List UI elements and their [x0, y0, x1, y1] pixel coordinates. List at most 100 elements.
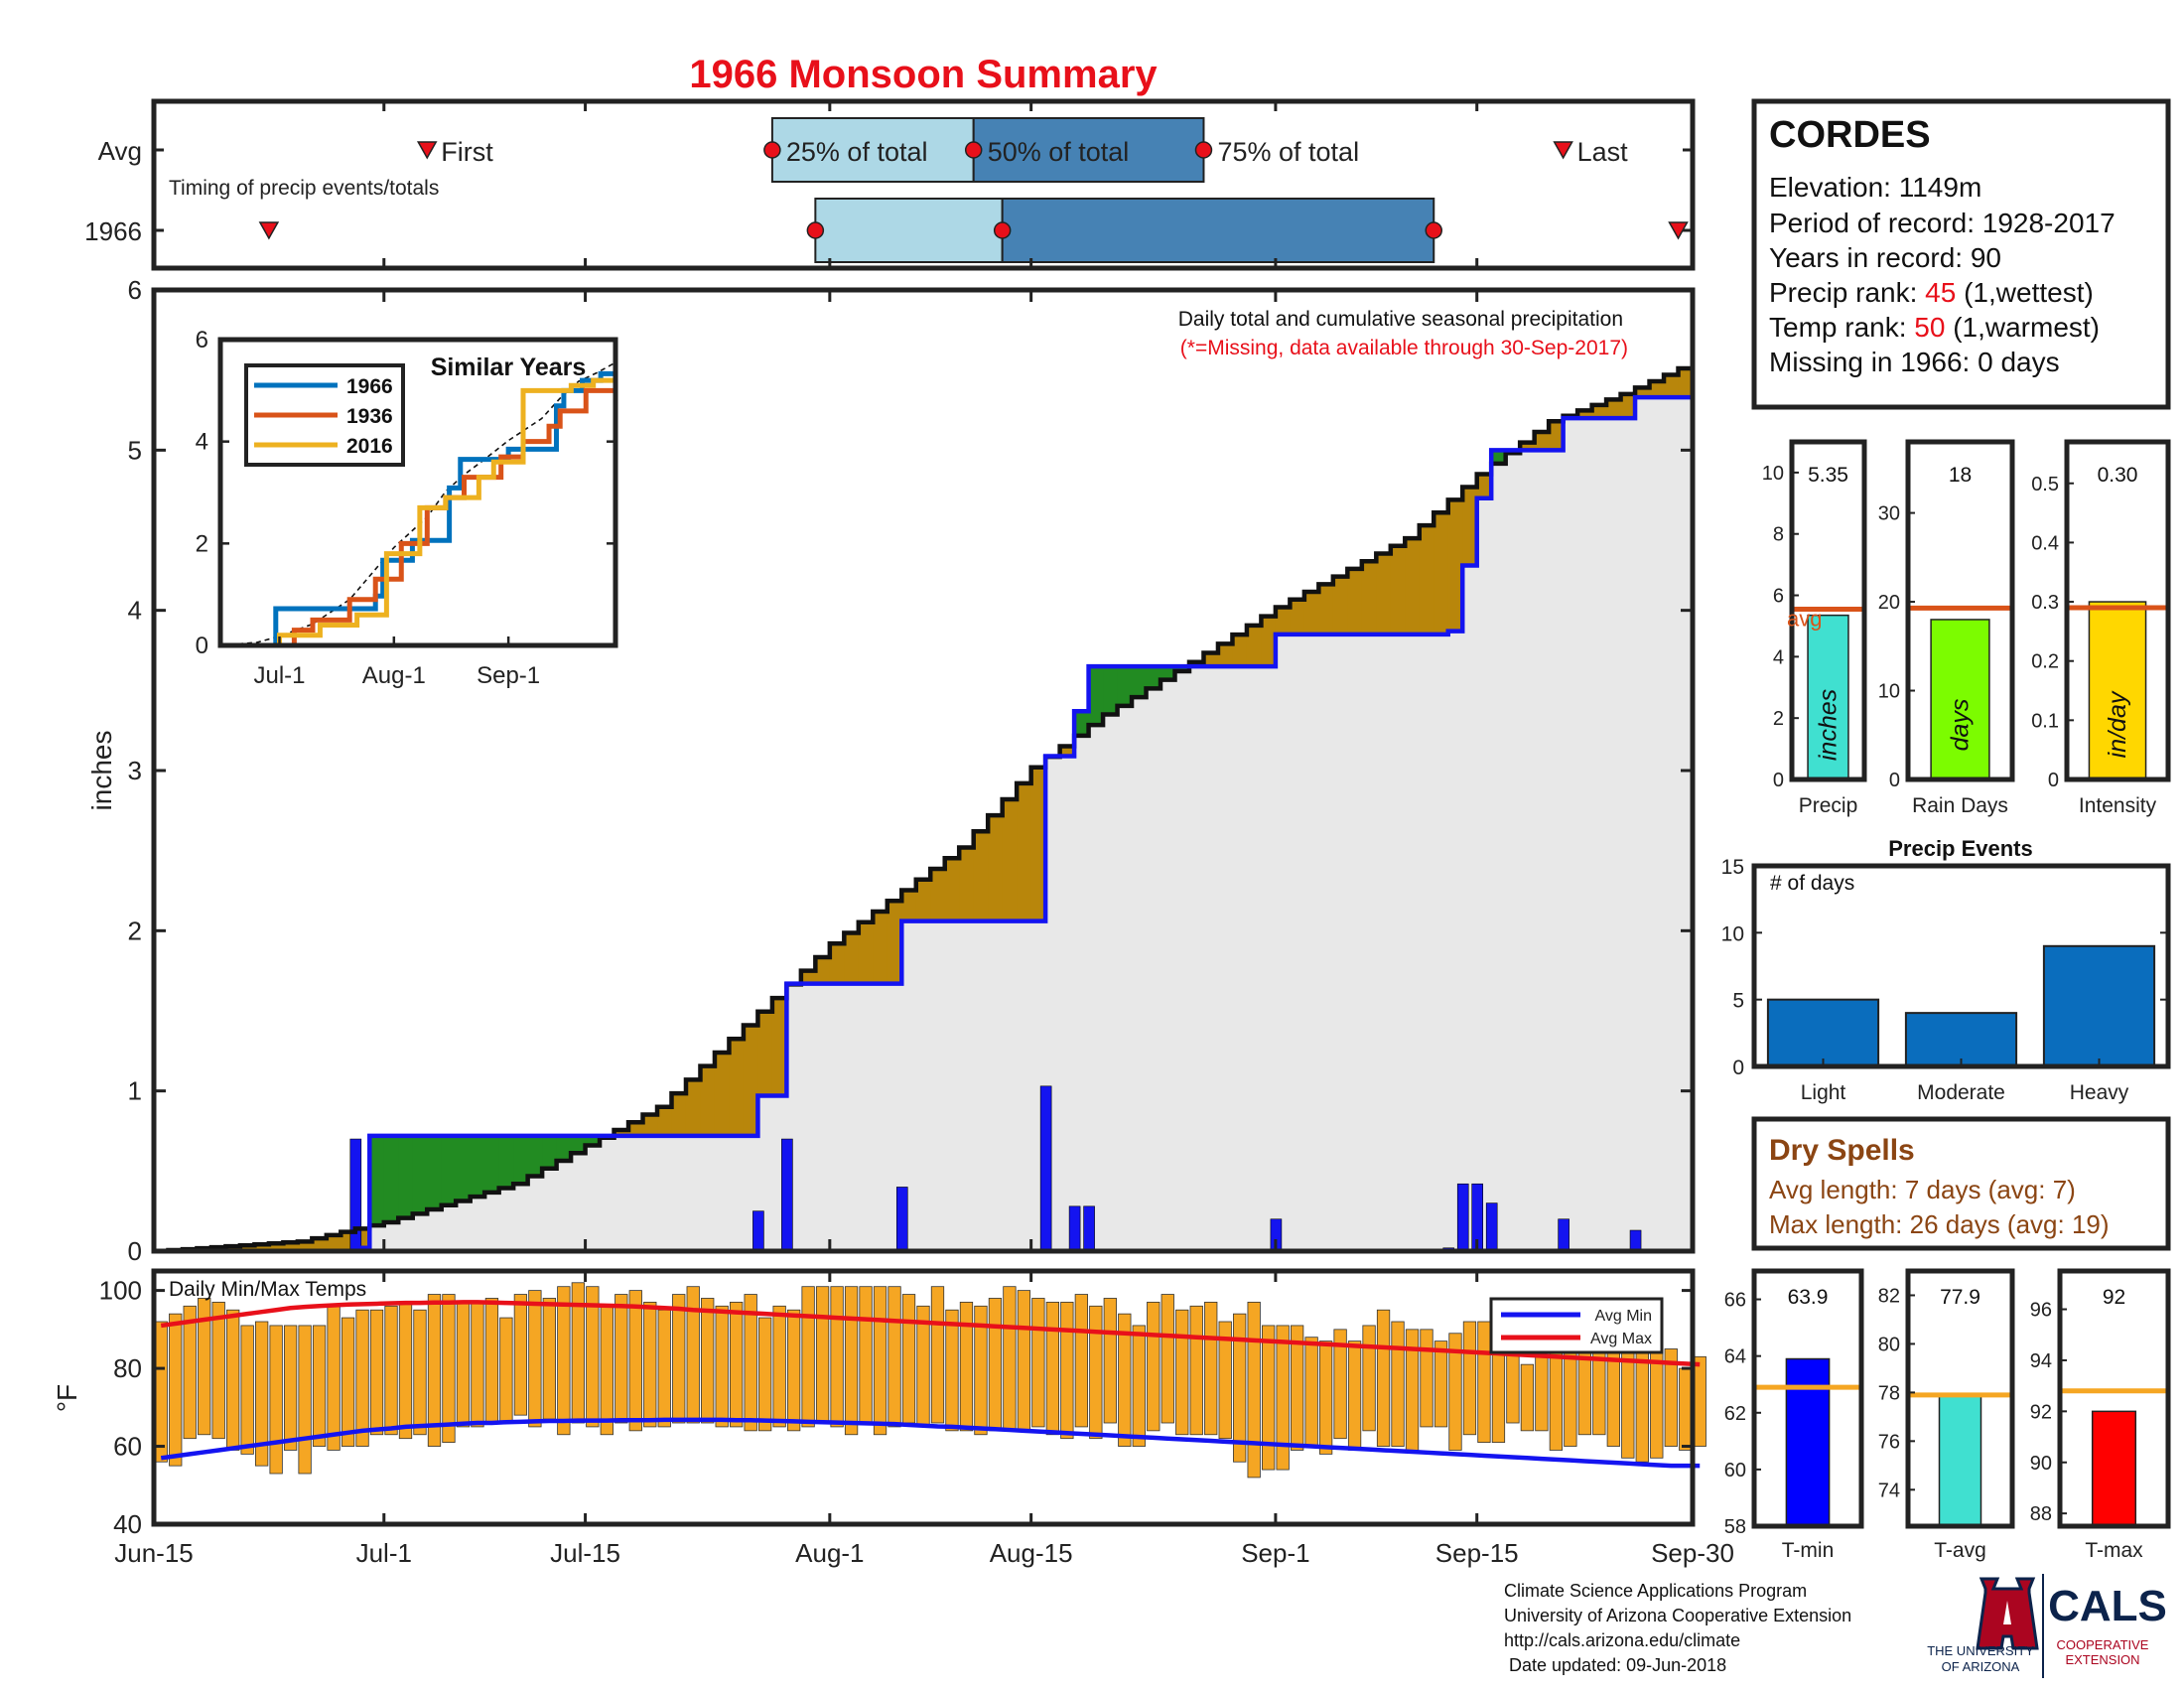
summary-y-tick-label: 0.2: [2031, 651, 2059, 673]
daily-temp-bar: [298, 1325, 312, 1475]
temp-panel-frame: [1905, 1268, 2015, 1529]
daily-temp-bar: [542, 1298, 557, 1420]
temp-summary-y-tick-label: 74: [1878, 1480, 1900, 1501]
daily-temp-bar: [1477, 1321, 1491, 1444]
temp-rank-value: 50: [1914, 312, 1945, 343]
below-average-fill: [312, 1238, 328, 1251]
station-precip-rank: Precip rank: 45 (1,wettest): [1769, 277, 2094, 308]
precip-event-bar-moderate: [1904, 1012, 2018, 1068]
precip-y-tick-label: 0: [128, 1236, 142, 1266]
temp-y-tick-label: 60: [113, 1432, 142, 1462]
summary-panel-rain-days: 0 10 20 30 18 days Rain Days: [1878, 439, 2015, 817]
avg-first-marker-icon: [416, 141, 438, 160]
below-average-fill: [771, 998, 787, 1096]
daily-temp-bar: [801, 1286, 815, 1428]
below-average-fill: [671, 1093, 687, 1136]
daily-temp-bar: [255, 1321, 269, 1467]
station-elevation: Elevation: 1149m: [1769, 172, 1981, 203]
ua-logo-line-2: OF ARIZONA: [1942, 1659, 2020, 1674]
inset-series-line-1966: [220, 370, 618, 648]
daily-temp-bar: [1003, 1286, 1017, 1432]
date-x-tick-label: Sep-1: [1241, 1538, 1309, 1568]
below-average-fill: [1678, 368, 1694, 398]
date-x-tick-label: Aug-1: [795, 1538, 864, 1568]
ua-a-counter-icon: [2003, 1601, 2011, 1624]
events-category-label: Heavy: [2070, 1081, 2129, 1104]
above-average-fill: [1146, 666, 1161, 689]
temp-panel-t-max: 88 90 92 94 96 92 T-max: [2030, 1268, 2171, 1562]
above-average-fill: [1491, 450, 1507, 464]
avg-quantile-marker-1: [763, 141, 781, 159]
year-q50-q75-box: [1001, 198, 1435, 263]
above-average-fill: [556, 1135, 572, 1162]
temp-summary-y-tick-label: 80: [1878, 1334, 1900, 1355]
temp-chart-title: Daily Min/Max Temps: [169, 1278, 366, 1301]
summary-value-bar: [2088, 601, 2147, 780]
above-average-fill: [412, 1135, 428, 1214]
above-average-fill: [513, 1135, 529, 1185]
date-x-tick-label: Sep-15: [1435, 1538, 1519, 1568]
precip-chart-title: Daily total and cumulative seasonal prec…: [1178, 308, 1623, 331]
summary-panel-intensity: 0 0.1 0.2 0.3 0.4 0.5 0.30 in/day Intensity: [2031, 439, 2171, 817]
events-y-tick-label: 15: [1721, 856, 1744, 879]
above-average-fill: [585, 1135, 601, 1146]
date-x-tick-label: Jul-15: [550, 1538, 620, 1568]
daily-temp-bar: [1420, 1329, 1433, 1428]
temp-y-tick-label: 100: [99, 1276, 142, 1306]
q75-label: 75% of total: [1217, 137, 1359, 167]
daily-precip-bar: [1039, 1085, 1052, 1252]
below-average-fill: [1030, 767, 1046, 921]
below-average-fill: [988, 815, 1004, 921]
inset-ticks: 0 2 4 6 Jul-1 Aug-1 Sep-1: [196, 327, 615, 689]
precip-event-bar-light: [1766, 998, 1880, 1068]
above-average-fill: [427, 1135, 443, 1210]
summary-panel-frame: [1905, 439, 2015, 782]
year-first-marker-icon: [258, 221, 280, 240]
daily-temp-bar: [1304, 1337, 1318, 1447]
below-average-fill: [887, 901, 902, 984]
daily-temp-bar: [672, 1294, 686, 1424]
daily-temp-bar: [1160, 1294, 1174, 1424]
temp-summary-y-tick-label: 76: [1878, 1431, 1900, 1453]
year-quantile-marker-2: [993, 221, 1012, 239]
above-average-fill: [571, 1135, 587, 1154]
temp-summary-y-tick-label: 64: [1724, 1346, 1746, 1368]
precip-y-tick-label: 1: [128, 1076, 142, 1106]
daily-temp-bar: [1520, 1363, 1535, 1432]
legend-avg-min-label: Avg Min: [1594, 1308, 1652, 1325]
temp-summary-y-tick-label: 90: [2030, 1453, 2052, 1475]
daily-precip-bar: [895, 1187, 908, 1252]
inset-x-tick-label: Sep-1: [477, 662, 540, 689]
daily-temp-bar: [715, 1305, 729, 1428]
temp-panel-t-avg: 74 76 78 80 82 77.9 T-avg: [1878, 1268, 2015, 1562]
summary-y-tick-label: 0.3: [2031, 592, 2059, 614]
summary-value-label: 5.35: [1808, 464, 1848, 487]
daily-temp-bar: [484, 1298, 499, 1424]
daily-temp-bar: [1491, 1340, 1506, 1444]
cals-logo-line-2: EXTENSION: [2065, 1652, 2139, 1667]
daily-temp-bar: [1147, 1301, 1160, 1432]
inset-x-tick-label: Jul-1: [253, 662, 305, 689]
timing-row-label-year: 1966: [84, 216, 142, 246]
temp-value-bar: [2091, 1410, 2137, 1527]
summary-y-tick-label: 0.5: [2031, 474, 2059, 495]
below-average-fill: [1290, 599, 1305, 635]
summary-y-tick-label: 0.4: [2031, 532, 2059, 554]
daily-temp-bar: [959, 1301, 974, 1432]
daily-temp-bar: [1074, 1294, 1088, 1428]
date-x-tick-label: Aug-15: [990, 1538, 1073, 1568]
below-average-fill: [844, 932, 860, 984]
temp-value-bar: [1785, 1357, 1831, 1527]
avg-min-line: [160, 1417, 1701, 1469]
temp-y-label: °F: [52, 1384, 82, 1412]
station-period: Period of record: 1928-2017: [1769, 208, 2116, 238]
daily-precip-bar: [1485, 1202, 1498, 1252]
cals-logo-text: CALS: [2048, 1582, 2167, 1630]
temp-summary-y-tick-label: 62: [1724, 1403, 1746, 1425]
daily-temp-bar: [1290, 1325, 1304, 1451]
daily-temp-bar: [1060, 1301, 1074, 1440]
below-average-fill: [1017, 782, 1032, 921]
year-cumulative-line: [154, 393, 1696, 1254]
